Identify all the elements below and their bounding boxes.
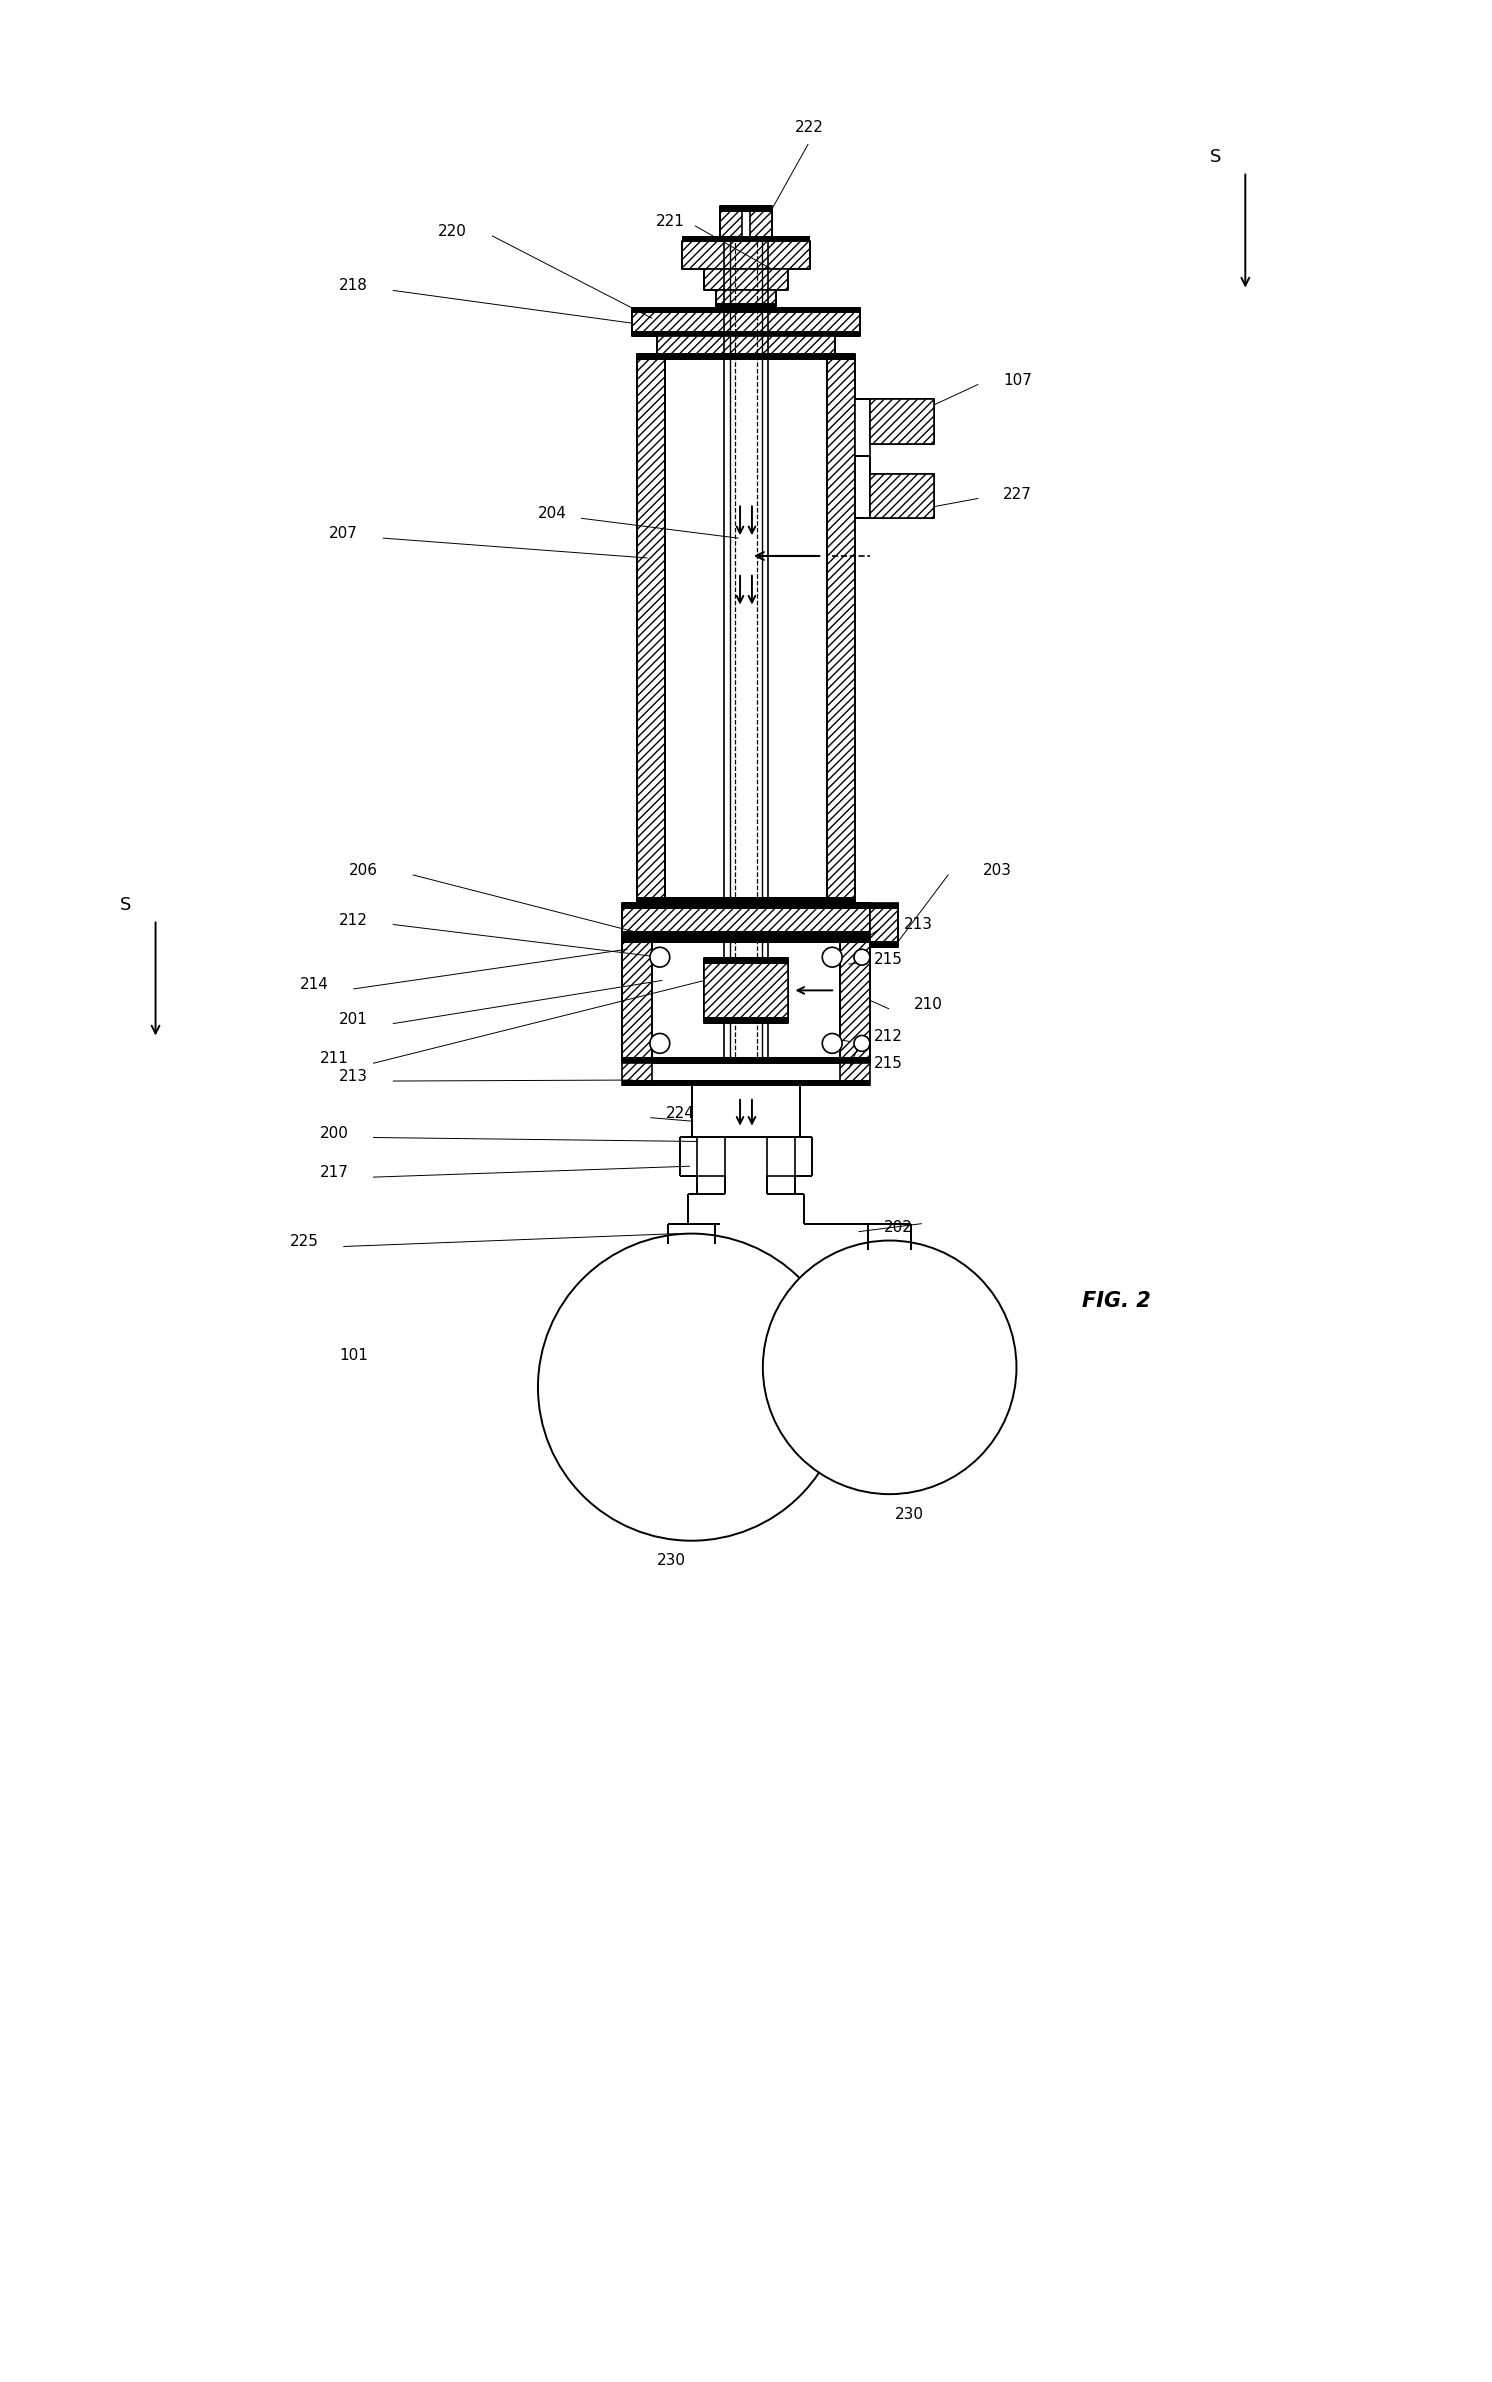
Circle shape [822,1034,841,1053]
Bar [704,1017,788,1022]
Bar [637,355,855,360]
Bar [870,400,934,443]
Text: S: S [1210,148,1222,167]
Bar [637,896,855,903]
Text: 202: 202 [885,1220,913,1234]
Bar [622,903,870,939]
Bar [622,1058,870,1062]
Text: 212: 212 [339,912,369,927]
Text: 213: 213 [339,1070,369,1084]
Text: 101: 101 [339,1348,369,1363]
Bar [622,903,870,908]
Text: 215: 215 [874,953,903,967]
Bar [691,1084,801,1136]
Bar [716,291,776,307]
Text: 227: 227 [1003,486,1032,503]
Bar [704,269,788,291]
Bar [870,941,898,948]
Circle shape [651,1034,670,1053]
Text: 220: 220 [439,224,467,238]
Bar [622,931,870,939]
Bar [721,207,771,212]
Text: 215: 215 [874,1055,903,1072]
Bar [682,236,810,241]
Text: 222: 222 [795,119,824,136]
Text: 213: 213 [904,917,932,931]
Bar [622,1079,870,1084]
Bar [622,1062,652,1084]
Circle shape [853,950,870,965]
Bar [622,939,870,943]
Bar [870,474,934,519]
Bar [637,355,665,903]
Text: 201: 201 [339,1012,369,1027]
Text: 204: 204 [537,507,567,522]
Circle shape [853,1036,870,1050]
Text: 230: 230 [895,1508,924,1522]
Text: 225: 225 [289,1234,319,1251]
Text: 224: 224 [665,1105,695,1120]
Bar [721,207,742,241]
Bar [767,1136,795,1177]
Bar [682,241,810,269]
Bar [633,307,859,314]
Text: 230: 230 [656,1553,686,1567]
Text: 211: 211 [319,1050,348,1067]
Bar [697,1136,725,1177]
Bar [633,331,859,336]
Bar [656,336,836,355]
Text: S: S [121,896,131,915]
Text: 207: 207 [330,526,358,541]
Bar [870,903,898,948]
Bar [840,1062,870,1084]
Text: 221: 221 [656,214,685,229]
Bar [750,207,771,241]
Text: 210: 210 [913,996,943,1012]
Bar [855,400,870,455]
Text: 203: 203 [983,862,1012,879]
Text: 107: 107 [1003,372,1032,388]
Bar [870,903,898,908]
Bar [704,958,788,965]
Bar [827,355,855,903]
Circle shape [762,1241,1016,1494]
Text: 217: 217 [319,1165,348,1179]
Bar [622,939,652,1062]
Text: 206: 206 [349,862,377,879]
Text: 214: 214 [300,977,328,991]
Circle shape [651,948,670,967]
Circle shape [822,948,841,967]
Text: 212: 212 [874,1029,903,1043]
Text: 200: 200 [319,1127,348,1141]
Bar [716,303,776,307]
Text: 218: 218 [339,279,369,293]
Bar [704,958,788,1022]
Bar [840,939,870,1062]
Text: FIG. 2: FIG. 2 [1082,1291,1150,1310]
Bar [633,307,859,336]
Circle shape [539,1234,844,1541]
